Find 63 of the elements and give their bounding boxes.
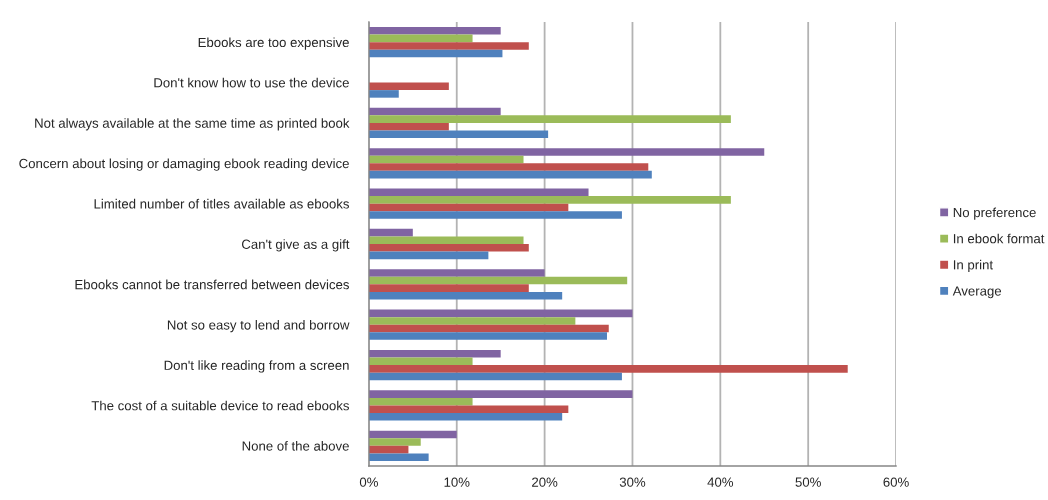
y-tick-label: Concern about losing or damaging ebook reading device bbox=[19, 158, 349, 171]
bar bbox=[368, 324, 609, 333]
y-tick-label: Ebooks cannot be transferred between devices bbox=[75, 279, 349, 290]
bar bbox=[368, 196, 731, 204]
bar bbox=[368, 397, 473, 406]
bar bbox=[368, 291, 563, 300]
bar bbox=[368, 42, 529, 50]
y-tick-label: Limited number of titles available as ebooks bbox=[94, 198, 349, 209]
bar bbox=[368, 405, 569, 414]
bar bbox=[368, 269, 545, 277]
bar bbox=[368, 155, 524, 164]
legend-label: In print bbox=[953, 259, 993, 273]
x-tick-label: 60% bbox=[883, 477, 909, 487]
bar bbox=[368, 107, 501, 116]
bar bbox=[368, 115, 731, 123]
y-tick-label: Ebooks are too expensive bbox=[198, 37, 349, 50]
bar bbox=[368, 390, 633, 398]
bar bbox=[368, 453, 429, 461]
bar bbox=[368, 430, 457, 439]
bar bbox=[368, 372, 622, 381]
bar bbox=[368, 148, 765, 156]
legend-label: In ebook format bbox=[953, 233, 1045, 244]
bar bbox=[368, 49, 503, 58]
bar bbox=[368, 203, 569, 212]
y-tick-label: None of the above bbox=[242, 441, 349, 451]
bar bbox=[368, 188, 589, 197]
bar bbox=[368, 332, 607, 340]
bar bbox=[368, 284, 529, 292]
bar bbox=[368, 251, 489, 260]
bar bbox=[368, 163, 649, 171]
y-tick-label: The cost of a suitable device to read ebooks bbox=[91, 400, 349, 411]
bar bbox=[368, 34, 473, 43]
bar bbox=[368, 228, 413, 237]
bar bbox=[368, 211, 622, 219]
x-tick-label: 0% bbox=[359, 477, 378, 487]
bar bbox=[368, 27, 501, 35]
legend-label: Average bbox=[952, 286, 1002, 299]
bar bbox=[368, 438, 421, 446]
y-tick-label: Can't give as a gift bbox=[242, 239, 350, 252]
y-tick-label: Don't like reading from a screen bbox=[164, 360, 349, 373]
bar bbox=[368, 236, 524, 244]
bar bbox=[368, 357, 473, 366]
bar bbox=[368, 82, 449, 91]
bar bbox=[368, 413, 563, 421]
y-tick-label: Not always available at the same time as printed book bbox=[35, 118, 350, 131]
bar bbox=[368, 122, 449, 131]
x-tick-label: 50% bbox=[795, 477, 821, 487]
bar bbox=[368, 170, 652, 179]
bar bbox=[368, 309, 633, 318]
y-tick-label: Not so easy to lend and borrow bbox=[167, 319, 350, 333]
x-tick-label: 10% bbox=[444, 477, 470, 487]
x-tick-label: 20% bbox=[532, 477, 558, 487]
y-tick-label: Don't know how to use the device bbox=[154, 77, 349, 88]
bar bbox=[368, 349, 501, 358]
bar bbox=[368, 276, 628, 285]
x-tick-label: 40% bbox=[707, 477, 734, 487]
x-tick-label: 30% bbox=[619, 477, 646, 487]
bar bbox=[368, 244, 529, 252]
legend-label: No preference bbox=[953, 207, 1036, 220]
bar bbox=[368, 130, 549, 139]
bar bbox=[368, 90, 399, 98]
bar bbox=[368, 317, 576, 325]
bar bbox=[368, 365, 848, 373]
